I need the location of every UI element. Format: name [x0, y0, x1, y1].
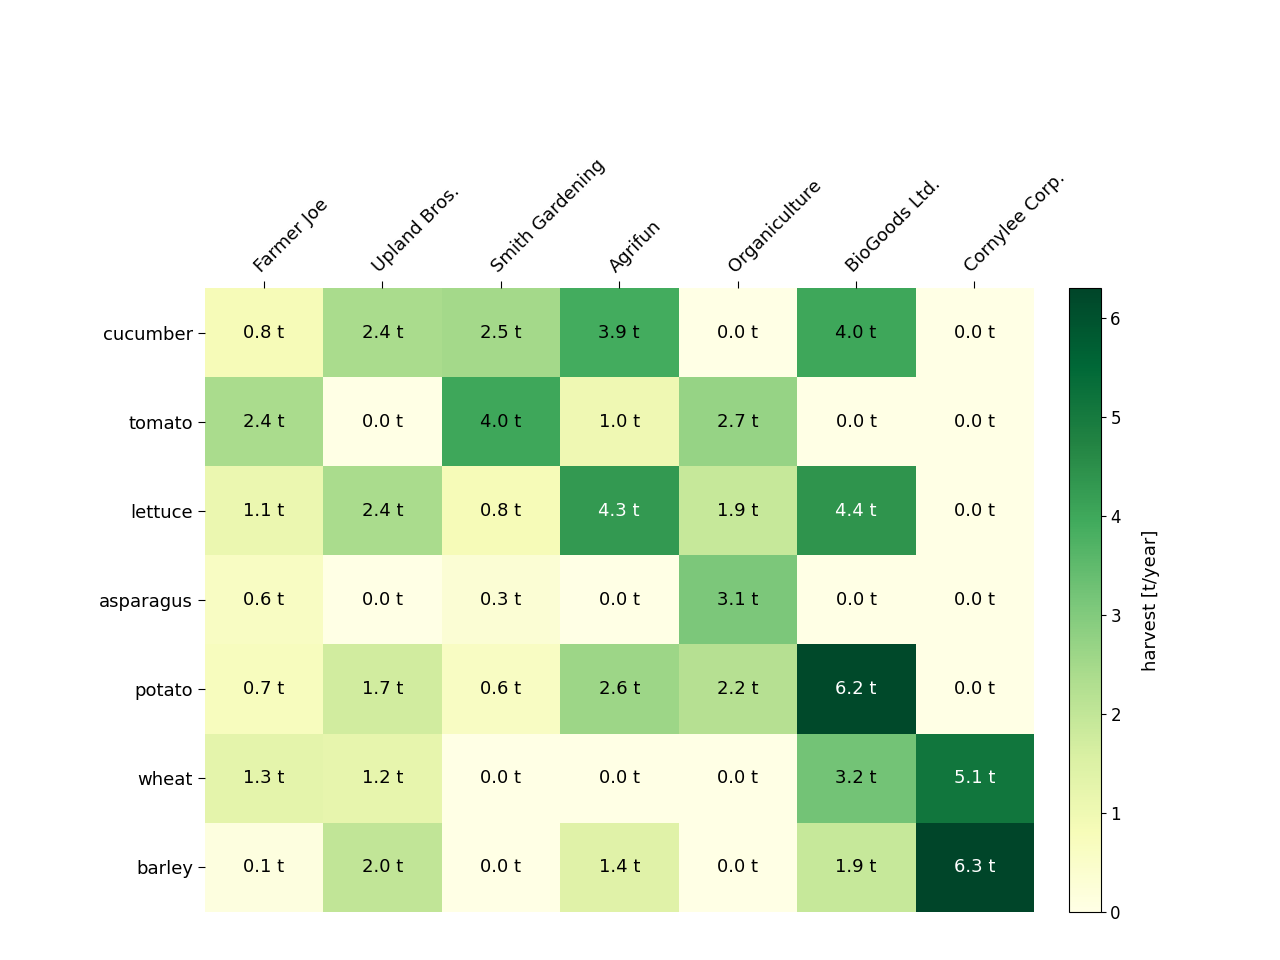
Y-axis label: harvest [t/year]: harvest [t/year] — [1142, 529, 1160, 671]
Text: 1.2 t: 1.2 t — [362, 769, 403, 787]
Text: 1.0 t: 1.0 t — [599, 413, 640, 431]
Text: 0.0 t: 0.0 t — [836, 591, 877, 609]
Text: 0.8 t: 0.8 t — [480, 502, 521, 520]
Text: 1.7 t: 1.7 t — [362, 680, 403, 698]
Text: 1.1 t: 1.1 t — [243, 502, 284, 520]
Text: 1.4 t: 1.4 t — [599, 858, 640, 876]
Text: 2.6 t: 2.6 t — [599, 680, 640, 698]
Text: 2.4 t: 2.4 t — [362, 324, 403, 342]
Text: 1.9 t: 1.9 t — [717, 502, 758, 520]
Text: 4.0 t: 4.0 t — [836, 324, 877, 342]
Text: 3.2 t: 3.2 t — [836, 769, 877, 787]
Text: 2.5 t: 2.5 t — [480, 324, 521, 342]
Text: 0.0 t: 0.0 t — [362, 413, 403, 431]
Text: 0.7 t: 0.7 t — [243, 680, 284, 698]
Text: 0.6 t: 0.6 t — [480, 680, 521, 698]
Text: 0.0 t: 0.0 t — [954, 680, 995, 698]
Text: 0.0 t: 0.0 t — [836, 413, 877, 431]
Text: 2.4 t: 2.4 t — [243, 413, 284, 431]
Text: 2.7 t: 2.7 t — [717, 413, 758, 431]
Text: 0.1 t: 0.1 t — [243, 858, 284, 876]
Text: 6.2 t: 6.2 t — [836, 680, 877, 698]
Text: 2.4 t: 2.4 t — [362, 502, 403, 520]
Text: 4.4 t: 4.4 t — [836, 502, 877, 520]
Text: 2.0 t: 2.0 t — [362, 858, 403, 876]
Text: 0.3 t: 0.3 t — [480, 591, 521, 609]
Text: 0.0 t: 0.0 t — [954, 413, 995, 431]
Text: 2.2 t: 2.2 t — [717, 680, 758, 698]
Text: 0.0 t: 0.0 t — [954, 591, 995, 609]
Text: 0.8 t: 0.8 t — [243, 324, 284, 342]
Text: 0.0 t: 0.0 t — [480, 858, 521, 876]
Text: 3.1 t: 3.1 t — [717, 591, 758, 609]
Text: 0.0 t: 0.0 t — [599, 591, 640, 609]
Text: 6.3 t: 6.3 t — [954, 858, 995, 876]
Text: 5.1 t: 5.1 t — [954, 769, 995, 787]
Text: 4.0 t: 4.0 t — [480, 413, 521, 431]
Text: 0.0 t: 0.0 t — [362, 591, 403, 609]
Text: 0.0 t: 0.0 t — [717, 324, 758, 342]
Text: 3.9 t: 3.9 t — [599, 324, 640, 342]
Text: 0.0 t: 0.0 t — [954, 502, 995, 520]
Text: 0.6 t: 0.6 t — [243, 591, 284, 609]
Text: 0.0 t: 0.0 t — [480, 769, 521, 787]
Text: 1.9 t: 1.9 t — [836, 858, 877, 876]
Text: 1.3 t: 1.3 t — [243, 769, 284, 787]
Text: 0.0 t: 0.0 t — [717, 769, 758, 787]
Text: 0.0 t: 0.0 t — [954, 324, 995, 342]
Text: 0.0 t: 0.0 t — [599, 769, 640, 787]
Text: 0.0 t: 0.0 t — [717, 858, 758, 876]
Text: 4.3 t: 4.3 t — [599, 502, 640, 520]
